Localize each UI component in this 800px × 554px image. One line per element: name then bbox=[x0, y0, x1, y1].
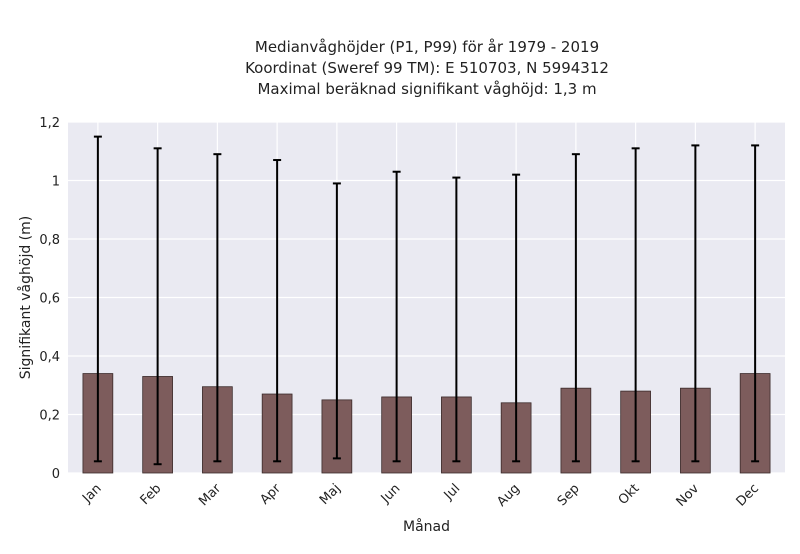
errorbar-okt bbox=[631, 147, 640, 463]
x-tick-label-okt: Okt bbox=[616, 481, 643, 508]
errorbar-apr bbox=[273, 159, 282, 463]
x-tick-label-aug: Aug bbox=[494, 481, 523, 510]
errorbar-mar bbox=[213, 153, 222, 463]
chart-title-line-1: Medianvåghöjder (P1, P99) för år 1979 - … bbox=[255, 38, 599, 56]
y-tick-labels: 0 0,2 0,4 0,6 0,8 1 1,2 bbox=[39, 116, 60, 482]
errorbar-nov bbox=[691, 144, 700, 463]
x-tick-label-maj: Maj bbox=[317, 481, 344, 508]
x-tick-label-feb: Feb bbox=[138, 481, 165, 508]
x-axis-label: Månad bbox=[403, 518, 450, 535]
x-tick-labels: Jan Feb Mar Apr Maj Jun Jul Aug Sep Okt Nov Dec bbox=[79, 481, 762, 510]
errorbar-aug bbox=[512, 173, 521, 463]
errorbar-sep bbox=[571, 153, 580, 463]
y-tick-label: 0,4 bbox=[39, 350, 60, 365]
y-axis-label: Signifikant våghöjd (m) bbox=[17, 216, 34, 379]
chart-title: Medianvåghöjder (P1, P99) för år 1979 - … bbox=[245, 38, 609, 98]
error-bars bbox=[93, 135, 760, 466]
y-tick-label: 1 bbox=[52, 175, 60, 190]
x-tick-label-nov: Nov bbox=[674, 481, 703, 510]
chart-title-line-2: Koordinat (Sweref 99 TM): E 510703, N 59… bbox=[245, 59, 609, 77]
y-tick-label: 0 bbox=[52, 467, 60, 482]
errorbar-jun bbox=[392, 170, 401, 463]
x-tick-label-jan: Jan bbox=[79, 481, 104, 506]
x-tick-label-sep: Sep bbox=[555, 481, 583, 509]
y-tick-label: 1,2 bbox=[39, 116, 60, 131]
chart-title-line-3: Maximal beräknad signifikant våghöjd: 1,… bbox=[257, 80, 596, 98]
y-tick-label: 0,2 bbox=[39, 409, 60, 424]
errorbar-jul bbox=[452, 176, 461, 463]
x-tick-label-dec: Dec bbox=[734, 481, 762, 509]
x-tick-label-mar: Mar bbox=[196, 481, 224, 509]
y-tick-label: 0,8 bbox=[39, 233, 60, 248]
errorbar-jan bbox=[93, 135, 102, 463]
x-tick-label-jul: Jul bbox=[441, 481, 463, 503]
errorbar-dec bbox=[751, 144, 760, 463]
errorbar-feb bbox=[153, 147, 162, 466]
x-tick-label-jun: Jun bbox=[378, 481, 404, 507]
y-tick-label: 0,6 bbox=[39, 292, 60, 307]
errorbar-maj bbox=[332, 182, 341, 460]
x-tick-label-apr: Apr bbox=[257, 481, 284, 508]
